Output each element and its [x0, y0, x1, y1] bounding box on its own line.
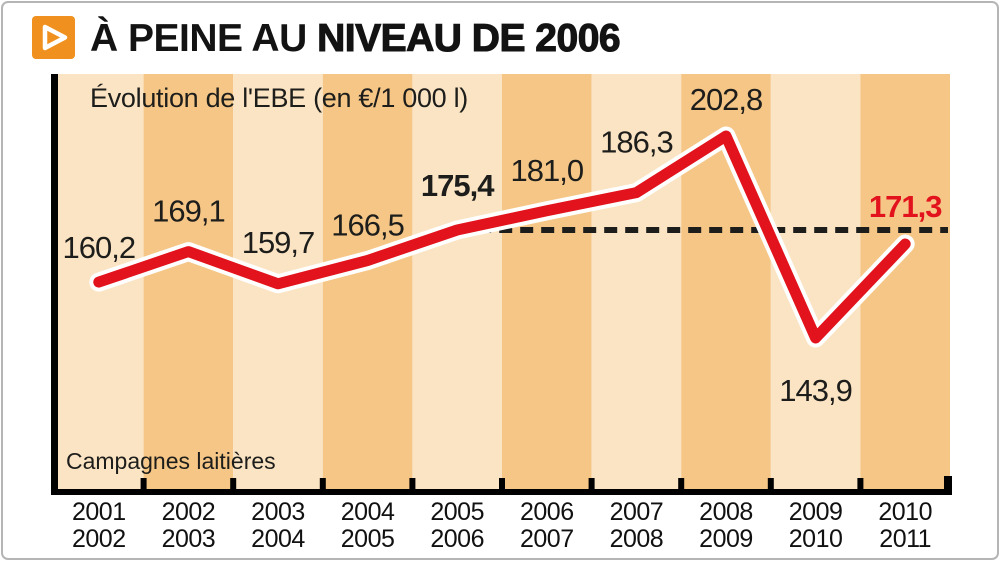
data-label: 169,1 [152, 194, 225, 229]
x-axis-label: 2002 2003 [161, 498, 216, 553]
title-strong: NIVEAU DE 2006 [317, 17, 622, 60]
x-axis-label: 2007 2008 [609, 498, 664, 553]
page-title: À PEINE AU NIVEAU DE 2006 [90, 17, 622, 60]
x-axis-label: 2008 2009 [699, 498, 753, 553]
x-axis-label: 2006 2007 [519, 498, 574, 553]
axis-tick [230, 478, 237, 489]
column-stripe [591, 74, 682, 489]
axis-tick [499, 478, 505, 489]
data-label: 181,0 [511, 153, 584, 188]
x-axis-label: 2005 2006 [430, 498, 484, 553]
data-label: 166,5 [331, 208, 404, 243]
data-label: 186,3 [600, 125, 673, 160]
axis-tick [588, 478, 595, 489]
column-stripe [322, 74, 413, 489]
y-axis-bar [51, 74, 58, 495]
data-label: 175,4 [421, 168, 495, 203]
chart-subtitle: Évolution de l'EBE (en €/1 000 l) [90, 83, 468, 113]
chart-footnote: Campagnes laitières [66, 448, 276, 474]
line-chart-canvas: 160,2 169,1 159,7 166,5 175,4 181,0 186,3 202,8… [51, 74, 952, 495]
x-axis-label: 2003 2004 [251, 498, 305, 553]
axis-end-tick [944, 476, 952, 489]
title-regular: À PEINE AU [90, 17, 307, 60]
data-label: 159,7 [242, 225, 315, 260]
data-label: 160,2 [63, 230, 136, 265]
x-axis-label: 2010 2011 [878, 498, 932, 553]
column-stripe [143, 74, 234, 489]
x-axis-label: 2009 2010 [788, 498, 843, 553]
header: À PEINE AU NIVEAU DE 2006 [32, 16, 622, 60]
axis-tick [678, 478, 685, 489]
play-icon [32, 16, 75, 59]
x-axis-line [51, 489, 952, 495]
data-label: 171,3 [869, 189, 942, 224]
play-icon-glyph [42, 24, 68, 51]
axis-tick [767, 478, 774, 489]
axis-tick [409, 478, 416, 489]
axis-tick [319, 478, 326, 489]
column-stripe [502, 74, 592, 489]
axis-tick [857, 478, 864, 489]
data-line [93, 130, 911, 344]
axis-tick [140, 478, 147, 489]
x-axis-label: 2004 2005 [340, 498, 395, 553]
column-stripe [412, 74, 502, 489]
data-label: 202,8 [690, 82, 763, 117]
data-label: 143,9 [779, 373, 852, 408]
x-axis-label: 2001 2002 [71, 498, 126, 553]
